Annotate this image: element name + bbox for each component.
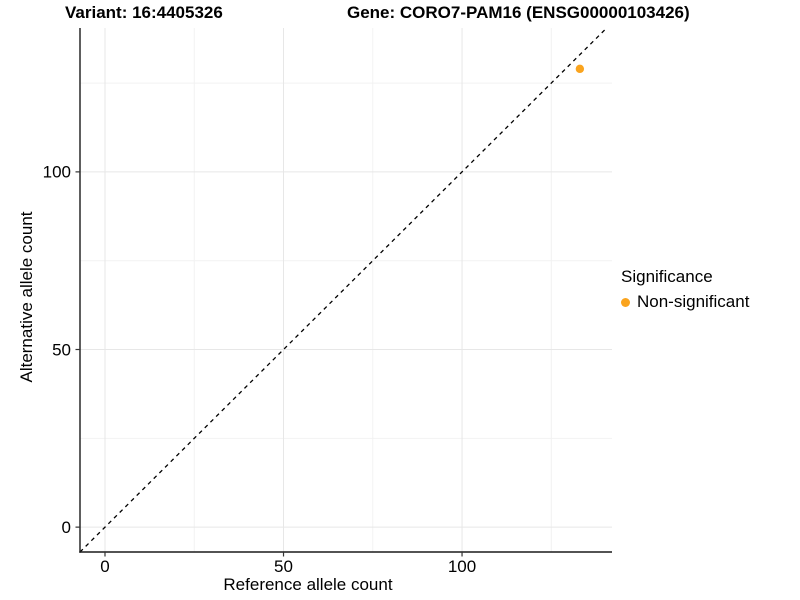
x-tick-label: 100: [448, 557, 476, 576]
plot-title-variant: Variant: 16:4405326: [65, 3, 223, 22]
identity-line: [79, 27, 608, 553]
legend-title: Significance: [621, 267, 713, 286]
y-tick-label: 100: [43, 163, 71, 182]
x-tick-label: 0: [100, 557, 109, 576]
legend-item: Non-significant: [621, 292, 749, 312]
orange-point-icon: [621, 297, 630, 307]
x-tick-label: 50: [274, 557, 293, 576]
data-point: [575, 64, 585, 74]
legend: Significance Non-significant: [621, 267, 749, 312]
legend-item-label: Non-significant: [637, 292, 750, 311]
plot-title-gene: Gene: CORO7-PAM16 (ENSG00000103426): [347, 3, 690, 22]
y-tick-label: 0: [62, 518, 71, 537]
x-axis-title: Reference allele count: [223, 575, 393, 594]
y-tick-label: 50: [52, 340, 71, 359]
y-axis-title: Alternative allele count: [17, 211, 36, 383]
